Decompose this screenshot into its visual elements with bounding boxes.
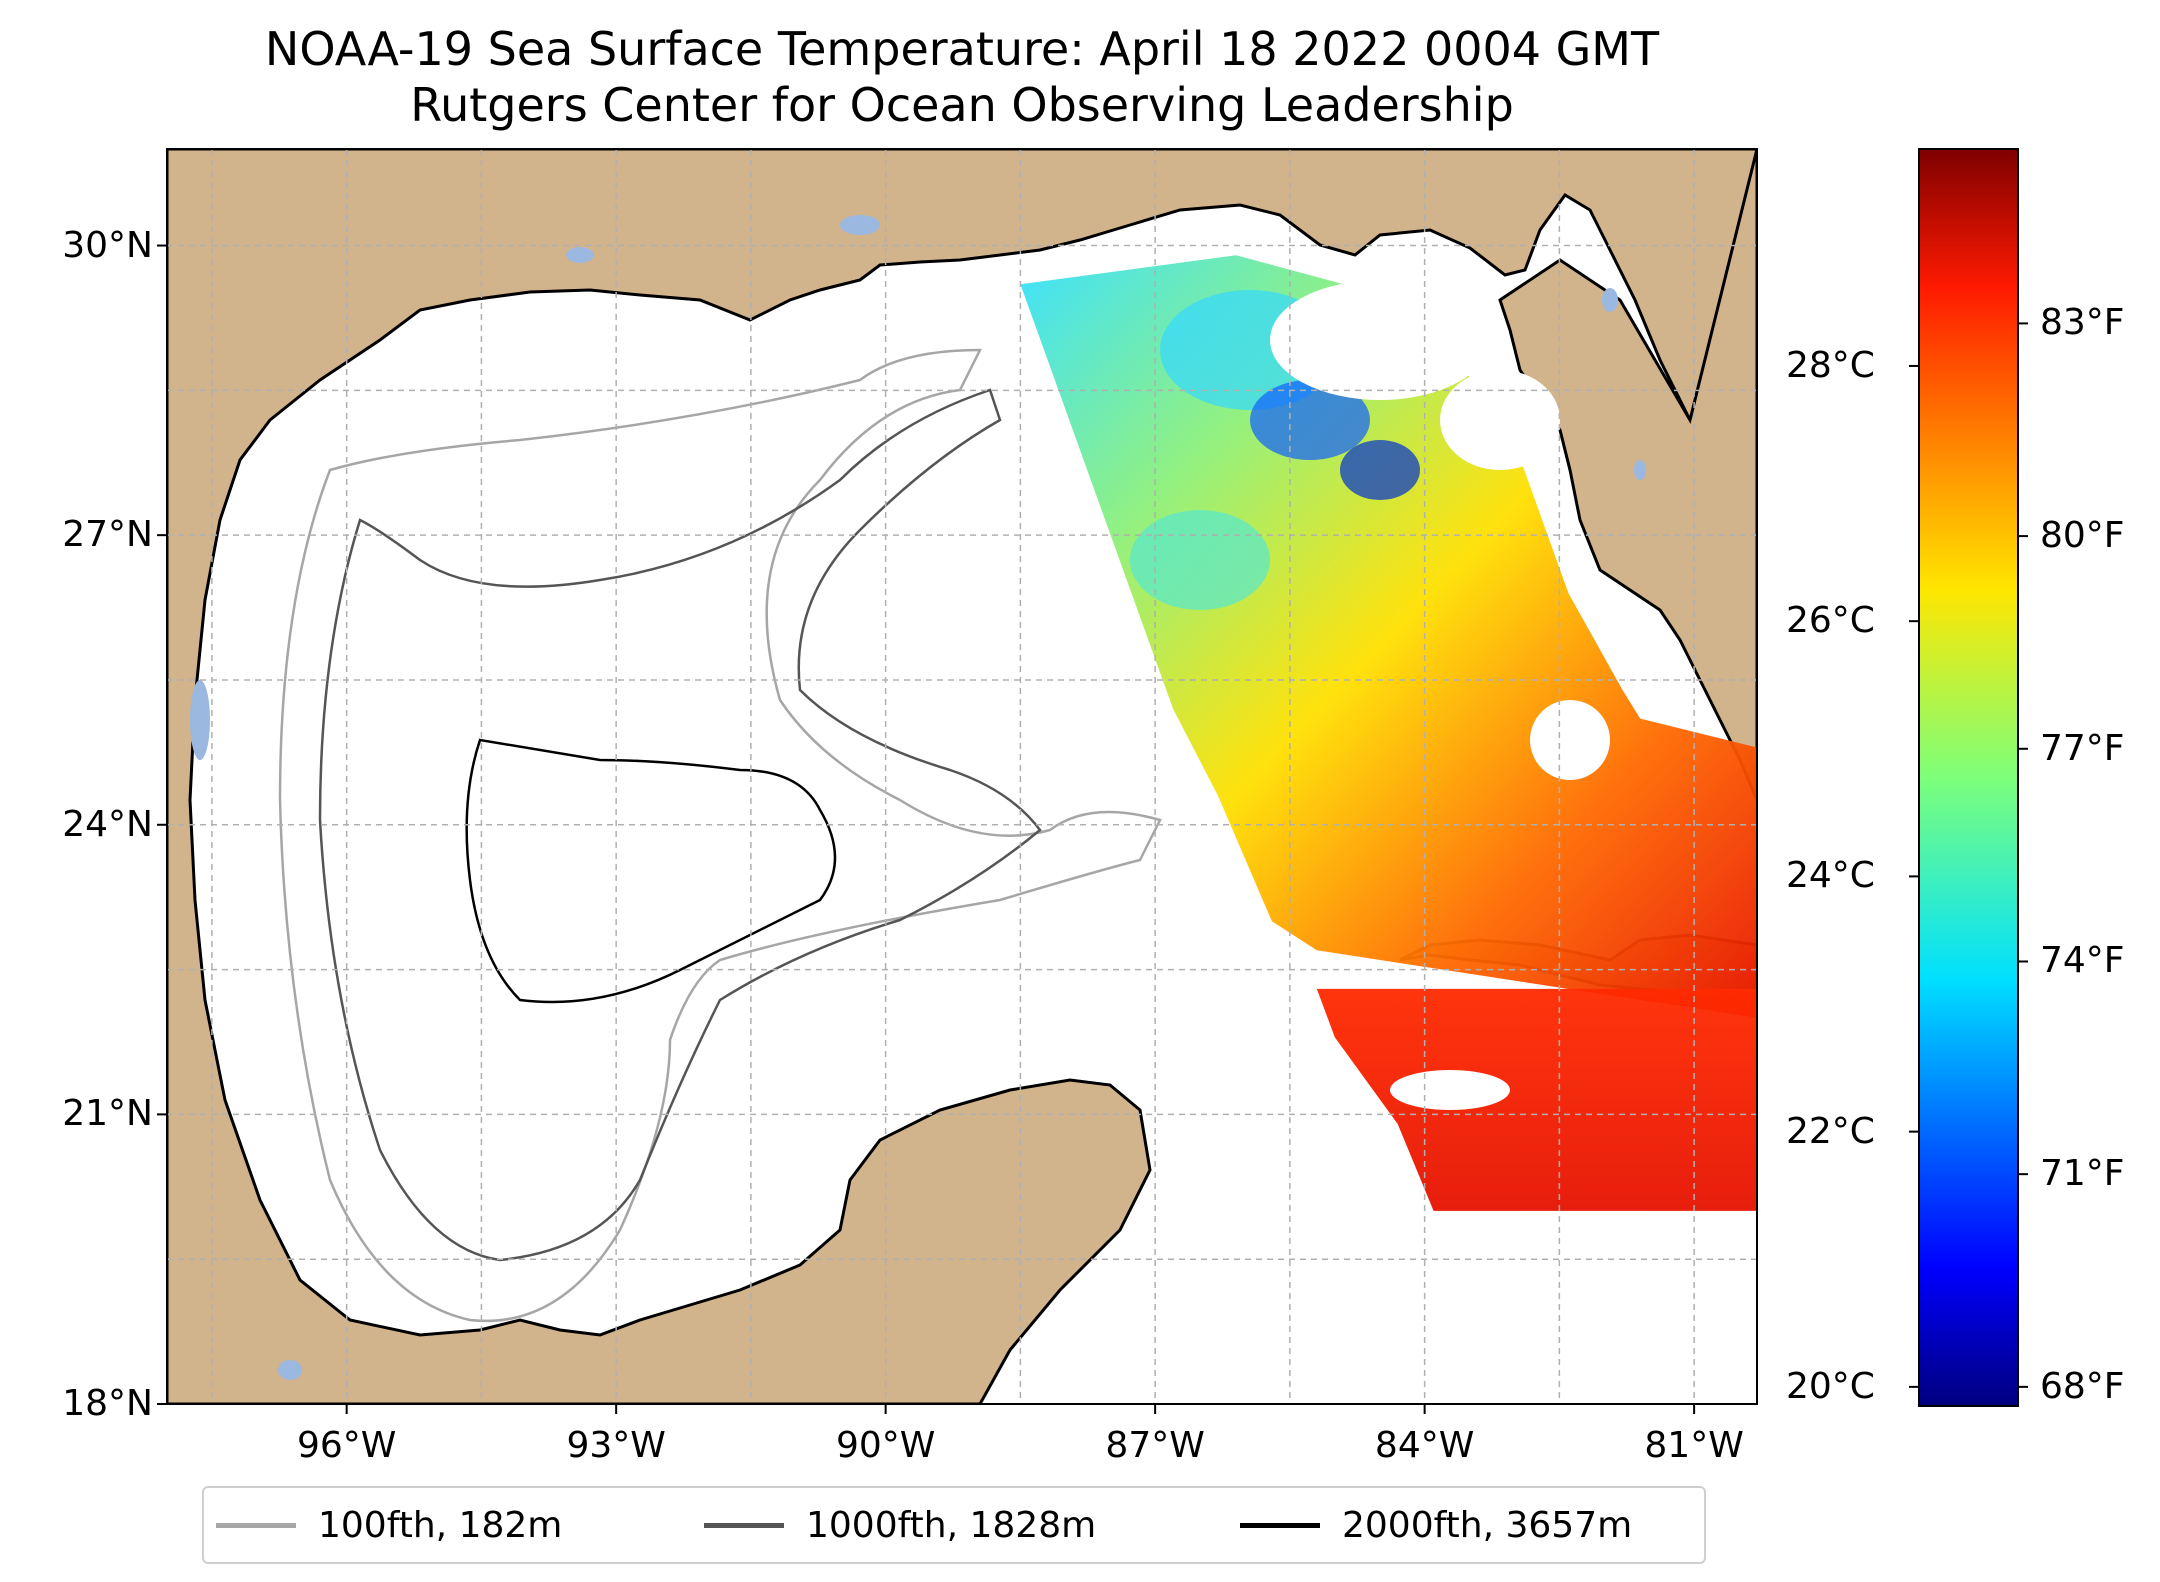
colorbar-ramp <box>1918 148 2019 1407</box>
lake-0 <box>840 215 880 235</box>
sst-swath <box>1020 255 1757 1211</box>
cool-patch-1 <box>1250 380 1370 460</box>
depth-legend: 100fth, 182m 1000fth, 1828m 2000fth, 365… <box>202 1486 1706 1564</box>
celsius-tick-label: 20°C <box>1786 1365 1875 1407</box>
legend-entry-100fth: 100fth, 182m <box>216 1488 562 1562</box>
legend-entry-2000fth: 2000fth, 3657m <box>1240 1488 1632 1562</box>
cloud-gap-0 <box>1270 280 1490 400</box>
lon-tick-label: 93°W <box>566 1425 666 1466</box>
sst-swath-main <box>1020 255 1757 1018</box>
legend-label-100fth: 100fth, 182m <box>318 1504 563 1546</box>
cool-patch-2 <box>1340 440 1420 500</box>
celsius-tick-label: 24°C <box>1786 855 1875 897</box>
lat-tick-label: 18°N <box>62 1383 153 1424</box>
lon-tick-label: 84°W <box>1374 1425 1475 1466</box>
lon-tick-label: 81°W <box>1644 1425 1744 1466</box>
lake-2 <box>190 680 210 760</box>
cool-patch-3 <box>1130 510 1270 610</box>
lat-tick-label: 27°N <box>62 514 153 556</box>
map-title: NOAA-19 Sea Surface Temperature: April 1… <box>264 22 1660 76</box>
legend-swatch-2000fth <box>1240 1522 1320 1528</box>
depth-contour-2 <box>465 738 837 1004</box>
legend-swatch-1000fth <box>704 1522 784 1528</box>
bathymetry-contours <box>278 348 1162 1323</box>
fahrenheit-tick-label: 77°F <box>2040 727 2125 769</box>
lake-1 <box>566 247 594 263</box>
map-gridlines <box>167 149 1757 1404</box>
celsius-tick-label: 22°C <box>1786 1110 1875 1152</box>
celsius-tick-label: 26°C <box>1786 600 1875 642</box>
legend-label-2000fth: 2000fth, 3657m <box>1342 1504 1633 1546</box>
lake-5 <box>1634 460 1646 480</box>
lat-tick-label: 24°N <box>62 803 153 845</box>
lake-3 <box>278 1360 302 1380</box>
map-frame <box>166 148 1758 1405</box>
celsius-tick-label: 28°C <box>1786 344 1875 386</box>
lat-tick-label: 21°N <box>62 1093 153 1135</box>
cloud-gap-1 <box>1440 370 1560 470</box>
land-shape-1 <box>1498 149 1757 801</box>
depth-contour-0 <box>278 348 1162 1323</box>
fahrenheit-tick-label: 83°F <box>2040 302 2125 344</box>
lon-tick-label: 90°W <box>835 1425 936 1466</box>
legend-swatch-100fth <box>216 1522 296 1528</box>
lake-4 <box>1602 288 1618 312</box>
fahrenheit-tick-label: 74°F <box>2040 940 2125 982</box>
fahrenheit-tick-label: 68°F <box>2040 1365 2125 1407</box>
axis-ticks <box>157 244 1696 1414</box>
lat-tick-label: 30°N <box>62 224 153 266</box>
legend-label-1000fth: 1000fth, 1828m <box>806 1504 1097 1546</box>
cloud-gap-3 <box>1390 1070 1510 1110</box>
depth-contour-1 <box>318 388 1042 1262</box>
legend-entry-1000fth: 1000fth, 1828m <box>704 1488 1096 1562</box>
fahrenheit-tick-label: 80°F <box>2040 515 2125 557</box>
land-shape-0 <box>167 149 1757 1404</box>
map-subtitle: Rutgers Center for Ocean Observing Leade… <box>410 78 1514 132</box>
lon-tick-label: 87°W <box>1105 1425 1205 1466</box>
sst-swath-south <box>1316 988 1757 1211</box>
cloud-gap-2 <box>1530 700 1610 780</box>
fahrenheit-tick-label: 71°F <box>2040 1153 2125 1195</box>
temperature-colorbar <box>1909 148 2028 1407</box>
lon-tick-label: 96°W <box>296 1425 397 1466</box>
